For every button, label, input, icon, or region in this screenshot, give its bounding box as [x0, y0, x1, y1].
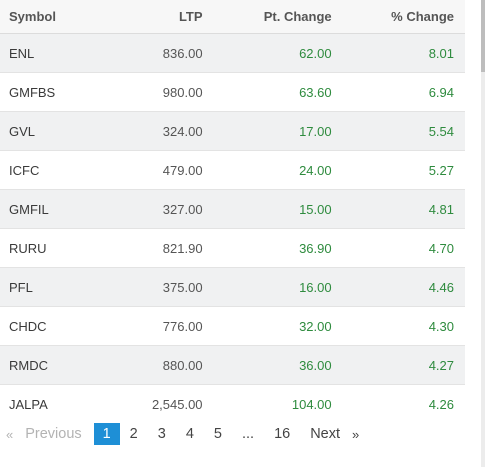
prev-double-arrow-icon: «	[6, 426, 14, 442]
header-ltp[interactable]: LTP	[126, 0, 203, 34]
cell-pt-change: 24.00	[202, 150, 332, 190]
cell-symbol[interactable]: JALPA	[9, 396, 48, 412]
cell-ltp: 821.90	[126, 228, 203, 268]
cell-symbol[interactable]: GMFBS	[0, 72, 127, 112]
cell-symbol[interactable]: RURU	[0, 228, 127, 268]
cell-ltp: 776.00	[126, 306, 203, 346]
previous-page-link: Previous	[25, 426, 82, 442]
page-link-3[interactable]: 3	[157, 426, 166, 442]
cell-pt-change: 15.00	[202, 189, 332, 229]
cell-ltp: 479.00	[126, 150, 203, 190]
pagination-ellipsis: ...	[241, 426, 255, 442]
cell-pt-change: 17.00	[202, 111, 332, 151]
table-body: ENL 836.00 62.00 8.01 GMFBS 980.00 63.60…	[0, 33, 465, 424]
page-link-5[interactable]: 5	[213, 426, 222, 442]
table-header-row: Symbol LTP Pt. Change % Change	[0, 0, 465, 34]
cell-pct-change: 4.26	[428, 396, 454, 412]
header-symbol[interactable]: Symbol	[0, 0, 127, 34]
cell-ltp: 836.00	[126, 33, 203, 73]
table-row: GMFBS 980.00 63.60 6.94	[0, 72, 465, 112]
table-row: ICFC 479.00 24.00 5.27	[0, 150, 465, 190]
cell-symbol[interactable]: CHDC	[0, 306, 127, 346]
table-row: RMDC 880.00 36.00 4.27	[0, 345, 465, 385]
table-row: GVL 324.00 17.00 5.54	[0, 111, 465, 151]
cell-pt-change: 32.00	[202, 306, 332, 346]
scrollbar-thumb[interactable]	[481, 0, 485, 72]
cell-pt-change: 16.00	[202, 267, 332, 307]
header-pct-change[interactable]: % Change	[331, 0, 465, 34]
top-gainers-table: Symbol LTP Pt. Change % Change ENL 836.0…	[0, 0, 465, 424]
cell-pct-change: 4.81	[331, 189, 465, 229]
cell-pct-change: 4.30	[331, 306, 465, 346]
header-pt-change[interactable]: Pt. Change	[202, 0, 332, 34]
cell-pct-change: 8.01	[331, 33, 465, 73]
table-row: CHDC 776.00 32.00 4.30	[0, 306, 465, 346]
vertical-scrollbar[interactable]	[481, 0, 485, 467]
table-row: PFL 375.00 16.00 4.46	[0, 267, 465, 307]
page-link-4[interactable]: 4	[185, 426, 194, 442]
cell-pt-change: 36.90	[202, 228, 332, 268]
cell-pt-change: 62.00	[202, 33, 332, 73]
cell-pt-change: 36.00	[202, 345, 332, 385]
cell-pct-change: 5.54	[331, 111, 465, 151]
table-row: GMFIL 327.00 15.00 4.81	[0, 189, 465, 229]
cell-ltp: 375.00	[126, 267, 203, 307]
table-row: ENL 836.00 62.00 8.01	[0, 33, 465, 73]
page-link-1-current[interactable]: 1	[93, 423, 120, 445]
cell-symbol[interactable]: GVL	[0, 111, 127, 151]
cell-ltp: 2,545.00	[151, 396, 203, 412]
table-row: RURU 821.90 36.90 4.70	[0, 228, 465, 268]
page-link-16[interactable]: 16	[274, 426, 291, 442]
pagination: « Previous 1 2 3 4 5 ... 16 Next »	[6, 423, 359, 445]
cell-ltp: 324.00	[126, 111, 203, 151]
cell-pt-change: 63.60	[202, 72, 332, 112]
cell-pt-change: 104.00	[291, 396, 332, 412]
next-page-link[interactable]: Next	[310, 426, 341, 442]
cell-symbol[interactable]: ENL	[0, 33, 127, 73]
cell-pct-change: 4.70	[331, 228, 465, 268]
cell-pct-change: 4.46	[331, 267, 465, 307]
cell-symbol[interactable]: PFL	[0, 267, 127, 307]
cell-ltp: 980.00	[126, 72, 203, 112]
table-header: Symbol LTP Pt. Change % Change	[0, 0, 465, 34]
cell-pct-change: 5.27	[331, 150, 465, 190]
page-link-2[interactable]: 2	[129, 426, 138, 442]
cell-symbol[interactable]: ICFC	[0, 150, 127, 190]
cell-symbol[interactable]: RMDC	[0, 345, 127, 385]
cell-pct-change: 6.94	[331, 72, 465, 112]
cell-pct-change: 4.27	[331, 345, 465, 385]
table-row: JALPA 2,545.00 104.00 4.26	[0, 385, 465, 424]
cell-ltp: 880.00	[126, 345, 203, 385]
cell-symbol[interactable]: GMFIL	[0, 189, 127, 229]
next-double-arrow-icon[interactable]: »	[352, 426, 360, 442]
cell-ltp: 327.00	[126, 189, 203, 229]
